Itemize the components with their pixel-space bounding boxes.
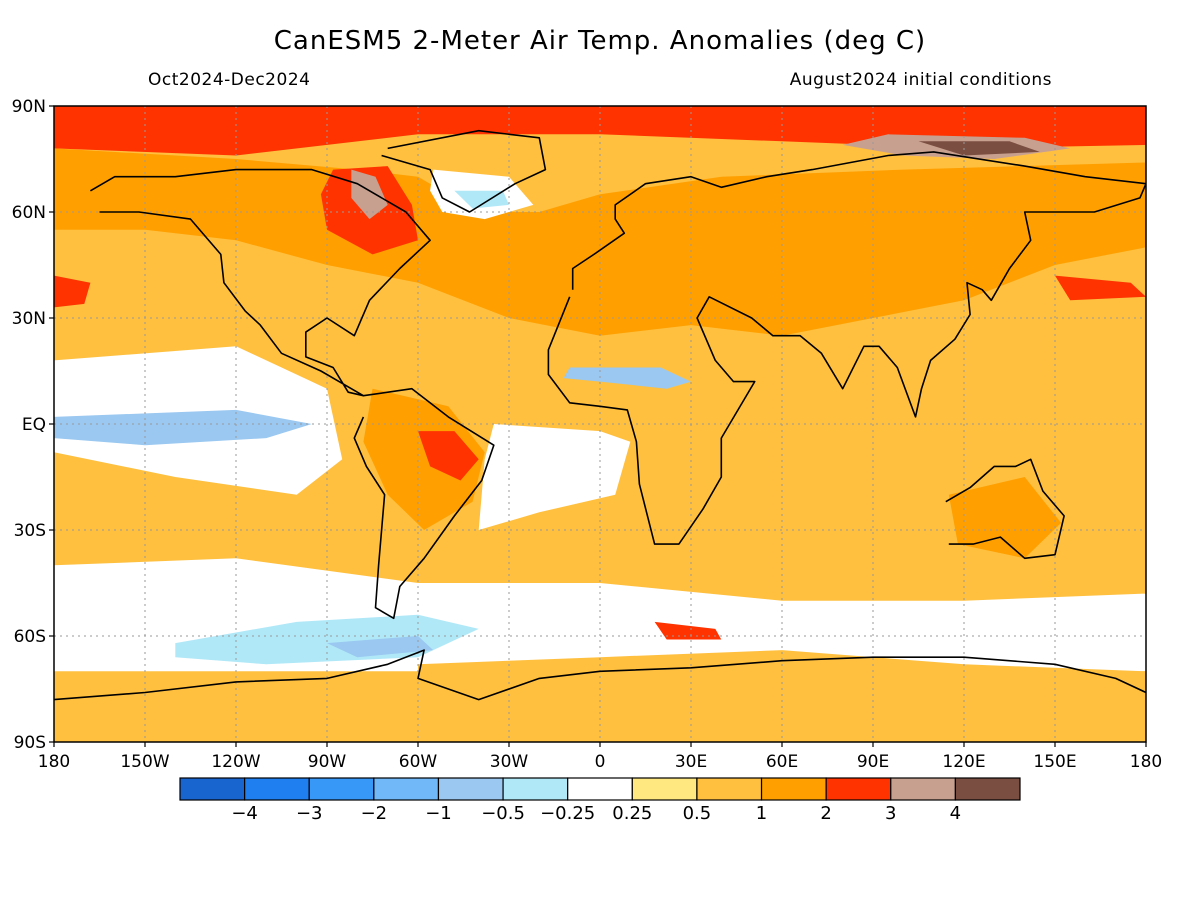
region-dateline-red xyxy=(54,275,91,308)
colorbar-swatch xyxy=(567,777,633,801)
colorbar-swatch xyxy=(825,777,892,801)
lat-tick-label: 30N xyxy=(12,309,46,329)
colorbar-label: −2 xyxy=(361,803,388,824)
colorbar-label: 0.5 xyxy=(683,803,712,824)
gridlines xyxy=(54,106,1146,742)
region-amazon-red xyxy=(418,431,479,481)
coastlines xyxy=(54,129,1146,701)
initial-conditions-label: August2024 initial conditions xyxy=(789,70,1052,90)
region-australia-orange xyxy=(948,477,1062,559)
lat-tick-label: 60S xyxy=(14,627,46,647)
colorbar-label: 0.25 xyxy=(612,803,652,824)
colorbar-swatch xyxy=(179,777,246,801)
lon-tick-label: 120E xyxy=(942,752,985,772)
colorbar-label: 4 xyxy=(950,803,961,824)
lat-tick-label: EQ xyxy=(22,415,46,435)
coastline-antarctica-coast xyxy=(54,649,1146,701)
forecast-period: Oct2024-Dec2024 xyxy=(148,70,311,90)
colorbar-swatch xyxy=(696,777,763,801)
lon-tick-label: 60W xyxy=(399,752,438,772)
colorbar-label: −4 xyxy=(231,803,258,824)
coastline-greenland xyxy=(381,129,547,213)
colorbar-swatch xyxy=(244,777,310,801)
colorbar-swatch xyxy=(502,777,569,801)
region-siberia-dark xyxy=(918,141,1040,156)
region-tropical-pacific-blue xyxy=(54,409,312,446)
region-pacific-red xyxy=(1055,275,1146,301)
lon-tick-label: 90E xyxy=(857,752,889,772)
lon-tick-label: 30E xyxy=(675,752,707,772)
lon-tick-label: 90W xyxy=(308,752,347,772)
lon-tick-label: 120W xyxy=(211,752,260,772)
region-sahel-blue xyxy=(563,367,691,389)
coastline-south-america xyxy=(353,387,495,620)
lon-tick-label: 180 xyxy=(1130,752,1162,772)
lat-tick-label: 60N xyxy=(12,203,46,223)
lon-tick-label: 150E xyxy=(1033,752,1076,772)
coastline-north-america xyxy=(89,168,431,397)
colorbar-swatch xyxy=(437,777,504,801)
lon-tick-label: 180 xyxy=(38,752,70,772)
colorbar-swatch xyxy=(308,777,375,801)
colorbar-label: 2 xyxy=(820,803,831,824)
lon-tick-label: 150W xyxy=(120,752,169,772)
colorbar-label: 1 xyxy=(756,803,767,824)
lat-tick-label: 30S xyxy=(14,521,46,541)
lon-tick-label: 0 xyxy=(595,752,606,772)
colorbar-label: 3 xyxy=(885,803,896,824)
coastline-eurasia-africa xyxy=(547,151,1146,545)
colorbar-swatch xyxy=(373,777,440,801)
colorbar-label: −1 xyxy=(425,803,452,824)
lat-tick-label: 90N xyxy=(12,97,46,117)
region-hudson-brown xyxy=(351,169,388,220)
colorbar: −4 −3 −2 −1 −0.5 −0.25 0.25 0.5 1 2 3 4 xyxy=(179,777,1021,824)
colorbar-label: −3 xyxy=(296,803,323,824)
lat-tick-label: 90S xyxy=(14,733,46,753)
map-title: CanESM5 2-Meter Air Temp. Anomalies (deg… xyxy=(273,26,927,56)
coastline-australia xyxy=(945,458,1065,560)
lon-tick-label: 60E xyxy=(766,752,798,772)
region-southern-deep-blue xyxy=(327,636,434,658)
region-atlantic-white xyxy=(478,424,631,530)
colorbar-label: −0.5 xyxy=(481,803,525,824)
colorbar-swatch xyxy=(954,777,1021,801)
region-south-atlantic-red xyxy=(654,621,722,640)
colorbar-label: −0.25 xyxy=(540,803,595,824)
colorbar-swatch xyxy=(890,777,956,801)
colorbar-swatch xyxy=(760,777,827,801)
lon-tick-label: 30W xyxy=(490,752,529,772)
map-frame xyxy=(53,105,1147,743)
region-amazon-orange xyxy=(363,388,485,530)
colorbar-swatch xyxy=(631,777,698,801)
